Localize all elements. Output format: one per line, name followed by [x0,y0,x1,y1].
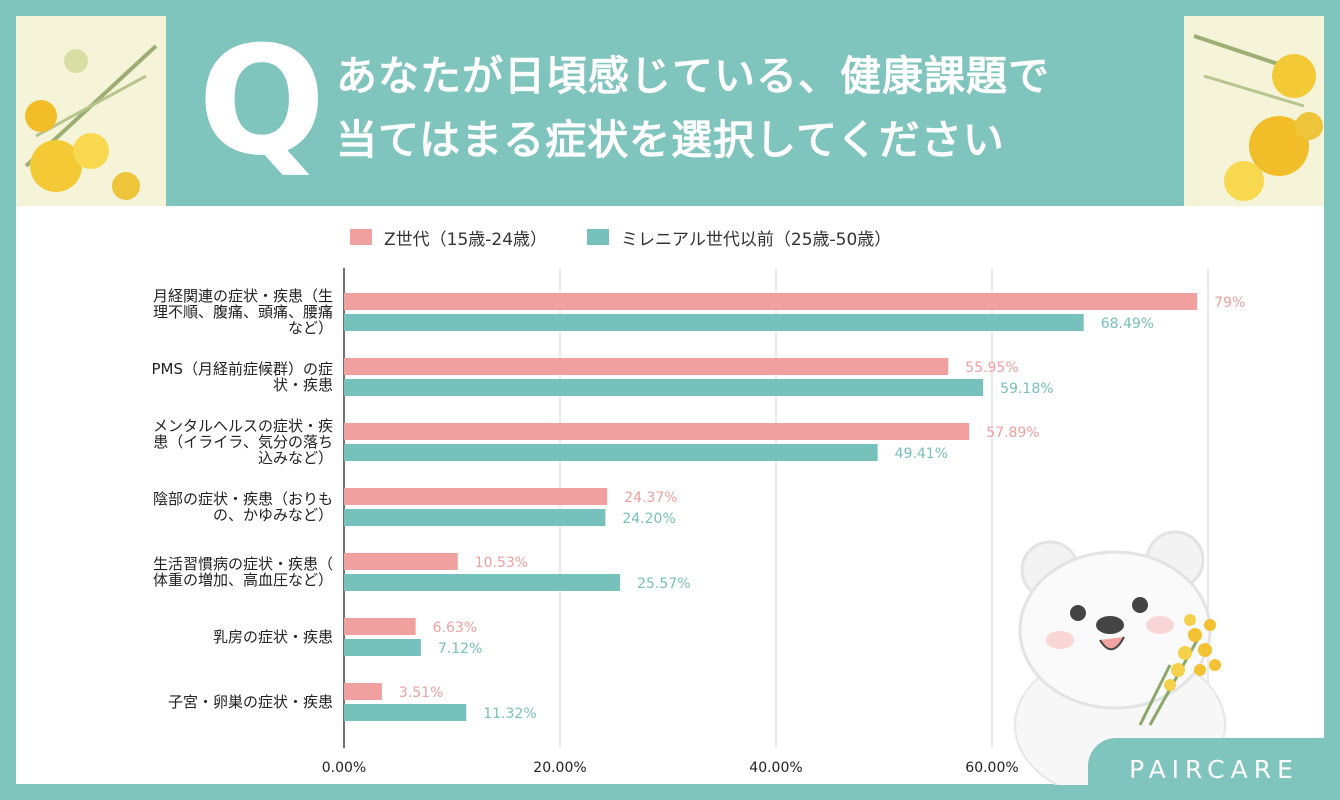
bar-millennial [344,704,467,721]
category-label: など） [288,319,333,337]
bar-millennial [344,574,621,591]
header-banner: Q あなたが日頃感じている、健康課題で 当てはまる症状を選択してください [0,0,1340,206]
value-label-gen-z: 55.95% [965,360,1018,376]
category-label: 子宮・卵巣の症状・疾患 [168,693,333,711]
bar-gen-z [344,423,970,440]
x-tick-label: 60.00% [965,760,1018,776]
bar-millennial [344,314,1084,331]
category-label: 生活習慣病の症状・疾患（ [153,555,333,573]
legend-item-gen-z: Z世代（15歳-24歳） [350,225,547,250]
category-label: 乳房の症状・疾患 [213,628,333,646]
bar-gen-z [344,293,1198,310]
chart-legend: Z世代（15歳-24歳） ミレニアル世代以前（25歳-50歳） [350,225,931,250]
category-label: メンタルヘルスの症状・疾 [153,417,333,435]
bar-gen-z [344,358,949,375]
value-label-millennial: 7.12% [438,641,482,657]
value-label-gen-z: 79% [1214,295,1245,311]
value-label-millennial: 68.49% [1101,316,1154,332]
mimosa-flower-decoration-right [1184,16,1324,206]
category-label: 月経関連の症状・疾患（生 [153,287,333,305]
category-label: 体重の増加、高血圧など） [153,571,333,589]
value-label-gen-z: 6.63% [433,620,477,636]
mimosa-flower-decoration-left [16,16,166,206]
paircare-logo: PAIRCARE [1088,738,1340,800]
category-label: 理不順、腹痛、頭痛、腰痛 [153,303,333,321]
bar-gen-z [344,683,382,700]
bar-gen-z [344,488,608,505]
legend-item-millennial: ミレニアル世代以前（25歳-50歳） [587,225,891,250]
value-label-millennial: 24.20% [622,511,675,527]
value-label-millennial: 49.41% [895,446,948,462]
category-label: の、かゆみなど） [213,506,333,524]
x-tick-label: 20.00% [533,760,586,776]
bar-millennial [344,444,878,461]
x-tick-label: 0.00% [322,760,366,776]
bar-millennial [344,379,984,396]
page-title: あなたが日頃感じている、健康課題で 当てはまる症状を選択してください [336,44,1050,172]
title-line-2: 当てはまる症状を選択してください [336,116,1005,164]
value-label-gen-z: 10.53% [475,555,528,571]
legend-label-gen-z: Z世代（15歳-24歳） [384,229,548,250]
x-tick-label: 40.00% [749,760,802,776]
bar-gen-z [344,553,458,570]
value-label-gen-z: 24.37% [624,490,677,506]
bar-millennial [344,509,606,526]
category-label: 陰部の症状・疾患（おりも [153,490,333,508]
bar-millennial [344,639,421,656]
legend-swatch-millennial [587,229,610,245]
value-label-gen-z: 3.51% [399,685,443,701]
value-label-millennial: 59.18% [1000,381,1053,397]
value-label-gen-z: 57.89% [986,425,1039,441]
value-label-millennial: 11.32% [483,706,536,722]
legend-swatch-gen-z [350,229,372,245]
title-line-1: あなたが日頃感じている、健康課題で [336,52,1050,100]
question-mark-q: Q [198,15,326,189]
category-label: 状・疾患 [273,376,333,394]
category-label: PMS（月経前症候群）の症 [151,360,333,378]
bar-gen-z [344,618,416,635]
category-label: 込みなど） [258,449,333,467]
legend-label-millennial: ミレニアル世代以前（25歳-50歳） [621,229,892,250]
value-label-millennial: 25.57% [637,576,690,592]
category-label: 患（イライラ、気分の落ち [153,433,333,451]
